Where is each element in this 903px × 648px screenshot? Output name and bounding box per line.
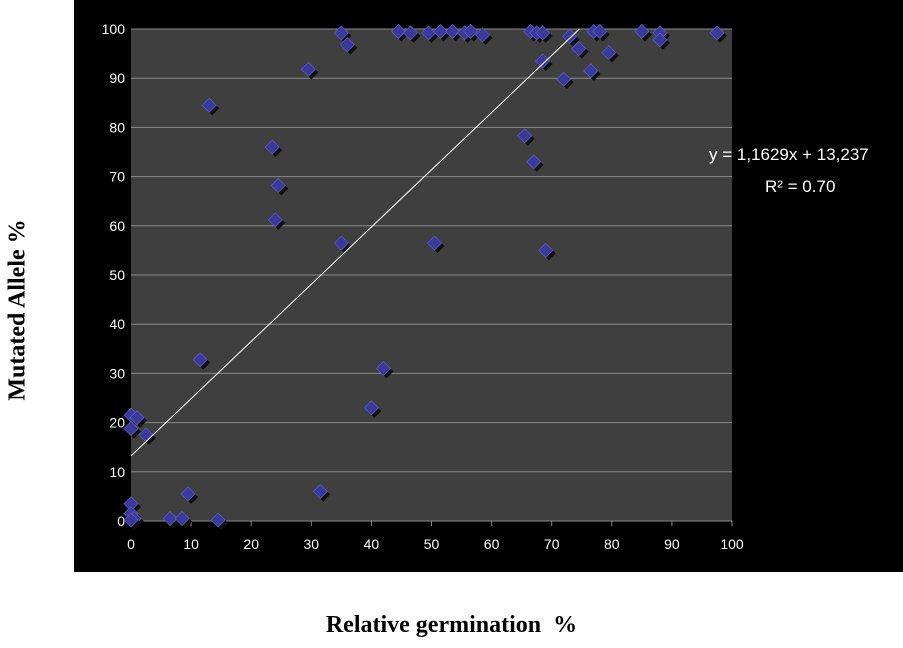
x-tick-label: 30 bbox=[304, 536, 320, 552]
data-point bbox=[535, 53, 551, 69]
data-point bbox=[192, 352, 208, 368]
data-point bbox=[526, 154, 542, 170]
x-tick-label: 100 bbox=[720, 536, 744, 552]
data-point bbox=[363, 400, 379, 416]
data-point bbox=[375, 360, 391, 377]
trendline-equation: y = 1,1629x + 13,237 bbox=[709, 145, 869, 164]
data-point bbox=[432, 23, 449, 40]
x-tick-label: 90 bbox=[664, 536, 680, 552]
trendline-r-squared: R² = 0.70 bbox=[765, 177, 835, 196]
data-point bbox=[571, 41, 587, 57]
scatter-chart: 0 10 20 30 40 50 60 70 80 90 100 0 10 20 30 40 50 60 70 80… bbox=[102, 21, 869, 552]
y-tick-label: 10 bbox=[109, 464, 125, 480]
x-tick-label: 80 bbox=[604, 536, 620, 552]
data-point bbox=[475, 27, 491, 43]
data-point bbox=[538, 242, 554, 258]
y-tick-label: 90 bbox=[109, 70, 125, 86]
data-point bbox=[583, 63, 599, 79]
data-point bbox=[123, 420, 139, 437]
y-tick-label: 50 bbox=[109, 267, 125, 283]
y-tick-label: 100 bbox=[102, 21, 126, 37]
y-tick-label: 0 bbox=[117, 513, 125, 529]
data-point bbox=[390, 23, 407, 40]
data-point bbox=[210, 512, 226, 528]
x-tick-label: 10 bbox=[183, 536, 199, 552]
y-tick-label: 40 bbox=[109, 316, 125, 332]
x-tick-label: 20 bbox=[243, 536, 259, 552]
trendline bbox=[130, 28, 580, 457]
data-point bbox=[426, 235, 443, 251]
data-point bbox=[333, 235, 349, 251]
data-point bbox=[601, 45, 617, 61]
data-point bbox=[517, 128, 533, 144]
y-tick-label: 60 bbox=[109, 218, 125, 234]
data-point bbox=[634, 23, 650, 40]
data-point bbox=[300, 61, 316, 77]
data-point bbox=[420, 25, 437, 41]
data-point bbox=[339, 37, 355, 53]
x-tick-label: 0 bbox=[127, 536, 135, 552]
y-axis-label: Mutated Allele % bbox=[4, 219, 31, 401]
data-point bbox=[535, 25, 551, 41]
data-point bbox=[180, 486, 196, 502]
data-point bbox=[333, 25, 349, 41]
data-point bbox=[123, 512, 139, 528]
x-axis-ticks: 0 10 20 30 40 50 60 70 80 90 100 bbox=[127, 521, 744, 552]
y-tick-label: 30 bbox=[109, 365, 125, 381]
x-tick-label: 70 bbox=[544, 536, 560, 552]
data-point bbox=[264, 139, 280, 155]
data-point bbox=[556, 71, 572, 87]
y-tick-label: 80 bbox=[109, 119, 125, 135]
data-point bbox=[201, 97, 217, 113]
data-point bbox=[462, 23, 479, 40]
chart-area: 0 10 20 30 40 50 60 70 80 90 100 0 10 20 30 40 50 60 70 80… bbox=[74, 0, 903, 572]
data-point bbox=[270, 177, 286, 194]
data-point bbox=[162, 510, 178, 527]
data-point bbox=[444, 23, 461, 40]
y-axis-ticks: 0 10 20 30 40 50 60 70 80 90 100 bbox=[102, 21, 126, 529]
data-point bbox=[312, 483, 328, 500]
data-point bbox=[174, 510, 190, 527]
data-points bbox=[123, 23, 727, 531]
x-axis-label: Relative germination % bbox=[325, 612, 578, 638]
data-point bbox=[267, 212, 283, 228]
x-tick-label: 50 bbox=[424, 536, 440, 552]
data-point bbox=[402, 25, 419, 41]
y-tick-label: 70 bbox=[109, 169, 125, 185]
x-tick-label: 40 bbox=[364, 536, 380, 552]
data-point bbox=[709, 25, 725, 41]
data-point bbox=[652, 32, 668, 48]
data-point bbox=[129, 410, 145, 426]
x-tick-label: 60 bbox=[484, 536, 500, 552]
data-point bbox=[592, 23, 608, 40]
y-tick-label: 20 bbox=[109, 415, 125, 431]
